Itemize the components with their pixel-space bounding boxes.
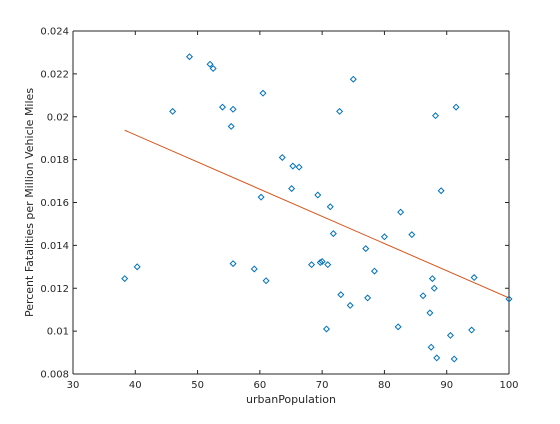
data-point (250, 265, 258, 273)
data-point (121, 275, 129, 283)
data-point (229, 260, 237, 268)
data-point (364, 294, 372, 302)
y-tick-label: 0.012 (40, 284, 69, 295)
data-point (380, 233, 388, 241)
x-tick-label: 90 (440, 380, 453, 391)
y-tick-label: 0.018 (40, 155, 69, 166)
x-axis-ticks: 30 40 50 60 70 80 90 100 (67, 31, 519, 391)
data-point (427, 343, 435, 351)
data-point (262, 277, 270, 285)
data-point (437, 187, 445, 195)
data-point (169, 107, 177, 115)
data-point (468, 326, 476, 334)
data-point (278, 153, 286, 161)
data-point (289, 162, 297, 170)
data-point (426, 309, 434, 317)
y-axis-ticks: 0.008 0.01 0.012 0.014 0.016 0.018 0.02 0.022 0.… (40, 27, 509, 381)
x-tick-label: 60 (253, 380, 266, 391)
x-axis-label: urbanPopulation (246, 393, 336, 406)
y-axis-label: Percent Fatalities per Million Vehicle M… (23, 88, 36, 317)
data-point (329, 230, 337, 238)
y-tick-label: 0.008 (40, 370, 69, 381)
y-tick-label: 0.01 (47, 327, 69, 338)
data-point (229, 105, 237, 113)
data-point (318, 257, 326, 265)
data-point (324, 261, 332, 269)
trend-line (124, 129, 510, 299)
data-point (394, 323, 402, 331)
data-point (362, 245, 370, 253)
x-tick-label: 40 (129, 380, 142, 391)
data-point (446, 331, 454, 339)
data-point (346, 301, 354, 309)
data-point (505, 295, 513, 303)
trend-line-series (124, 129, 510, 299)
x-tick-label: 30 (67, 380, 80, 391)
y-tick-label: 0.014 (40, 241, 69, 252)
data-point (433, 354, 441, 362)
y-tick-label: 0.02 (47, 112, 69, 123)
data-point (337, 291, 345, 299)
data-point (397, 208, 405, 216)
data-point (336, 107, 344, 115)
data-point (370, 267, 378, 275)
data-point (430, 284, 438, 292)
data-point (259, 89, 267, 97)
data-point (419, 292, 427, 300)
data-point (257, 193, 265, 201)
data-point (209, 65, 217, 73)
y-tick-label: 0.024 (40, 27, 69, 38)
data-point (185, 53, 193, 61)
data-point (452, 103, 460, 111)
data-point (133, 263, 141, 271)
data-point (450, 355, 458, 363)
data-point (314, 191, 322, 199)
y-tick-label: 0.016 (40, 198, 69, 209)
data-point (295, 163, 303, 171)
data-point (428, 275, 436, 283)
data-point (431, 112, 440, 120)
data-point (288, 185, 296, 193)
data-point (227, 122, 235, 130)
data-point (308, 261, 316, 269)
x-tick-label: 70 (316, 380, 329, 391)
data-point (326, 203, 334, 211)
data-point (322, 325, 331, 333)
data-point (470, 274, 478, 282)
data-point (206, 60, 214, 68)
y-tick-label: 0.022 (40, 69, 69, 80)
data-point (408, 231, 416, 239)
x-tick-label: 100 (499, 380, 518, 391)
x-tick-label: 80 (378, 380, 391, 391)
data-point (218, 103, 226, 111)
x-tick-label: 50 (191, 380, 204, 391)
data-point (349, 75, 357, 83)
data-points-series (121, 53, 513, 363)
data-point (316, 259, 324, 267)
